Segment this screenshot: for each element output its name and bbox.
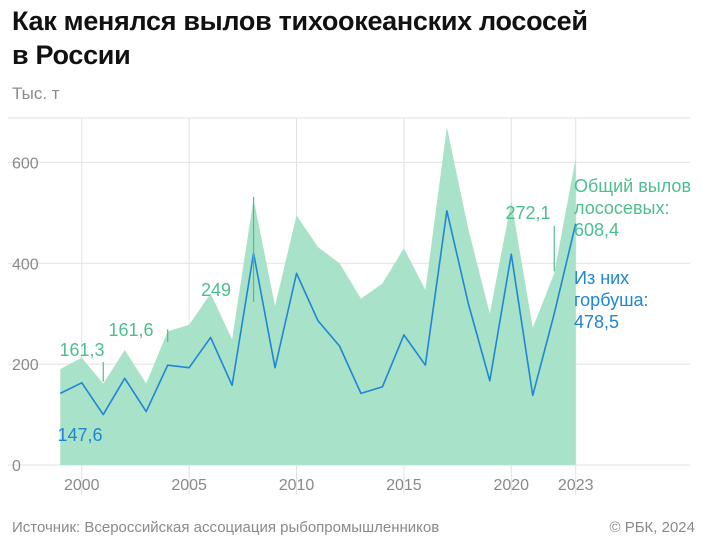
pink-salmon-line: [59, 210, 577, 416]
annotation-label-2022: 272,1: [505, 203, 550, 223]
annotation-label-2008: 249: [201, 280, 231, 300]
x-tick-label-2015: 2015: [386, 477, 422, 494]
end-label-2-line-2: горбуша:: [574, 290, 649, 310]
y-tick-label-400: 400: [12, 256, 39, 273]
end-label-2-line-3: 478,5: [574, 312, 619, 332]
x-tick-label-2020: 2020: [493, 477, 529, 494]
total-catch-area: [60, 127, 576, 465]
x-tick-label-2023: 2023: [558, 477, 594, 494]
end-label-1-line-3: 608,4: [574, 220, 619, 240]
chart-title-line-1: Как менялся вылов тихоокеанских лососей: [12, 6, 588, 36]
y-tick-label-600: 600: [12, 155, 39, 172]
annotation-label-2004: 161,6: [108, 320, 153, 340]
source-note: Источник: Всероссийская ассоциация рыбоп…: [12, 519, 440, 536]
x-tick-label-2005: 2005: [171, 477, 207, 494]
end-label-1-line-1: Общий вылов: [574, 176, 691, 196]
annotation-label-2001: 161,3: [59, 340, 104, 360]
x-tick-label-2000: 2000: [64, 477, 100, 494]
chart-title-line-2: в России: [12, 40, 131, 70]
end-label-1-line-2: лососевых:: [574, 198, 669, 218]
end-label-2-line-1: Из них: [574, 268, 629, 288]
y-tick-label-200: 200: [12, 357, 39, 374]
copyright-note: © РБК, 2024: [609, 519, 695, 536]
y-axis-unit: Тыс. т: [12, 84, 60, 103]
annotation-label-2000: 147,6: [57, 425, 102, 445]
x-tick-label-2010: 2010: [279, 477, 315, 494]
chart-title: Как менялся вылов тихоокеанских лососей …: [12, 4, 692, 72]
y-tick-label-0: 0: [12, 458, 21, 475]
